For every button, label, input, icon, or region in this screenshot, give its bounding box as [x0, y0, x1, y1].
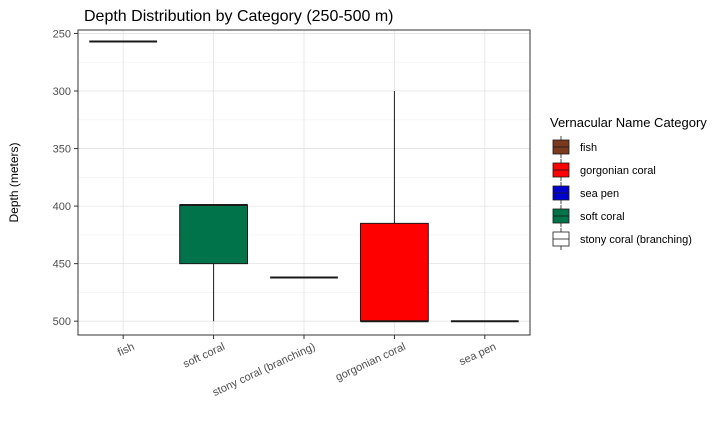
grid	[78, 30, 530, 335]
legend-entry: soft coral	[552, 205, 625, 227]
legend-entry: sea pen	[552, 182, 619, 204]
y-tick-label: 450	[53, 259, 71, 271]
legend-label: fish	[580, 142, 597, 154]
box-soft-coral	[179, 203, 248, 322]
x-tick-label: gorgonian coral	[334, 341, 408, 384]
chart-title: Depth Distribution by Category (250-500 …	[84, 8, 393, 25]
box-gorgonian-coral	[360, 91, 429, 323]
legend-entry: fish	[552, 136, 597, 158]
legend: Vernacular Name Category fish gorgonian c…	[550, 115, 707, 250]
legend-title: Vernacular Name Category	[550, 115, 707, 130]
y-axis-title: Depth (meters)	[7, 142, 21, 222]
legend-entry: stony coral (branching)	[552, 228, 692, 250]
y-tick-label: 250	[53, 28, 71, 40]
x-tick-label: stony coral (branching)	[211, 341, 317, 399]
y-tick-label: 400	[53, 201, 71, 213]
box-body	[360, 222, 429, 322]
legend-label: gorgonian coral	[580, 165, 656, 177]
legend-label: sea pen	[580, 188, 619, 200]
legend-entry: gorgonian coral	[552, 159, 656, 181]
y-tick-label: 300	[53, 86, 71, 98]
boxes	[89, 40, 519, 323]
x-tick-label: fish	[116, 341, 137, 359]
x-tick-label: soft coral	[181, 341, 227, 371]
y-axis-ticks: 250 300 350 400 450 500	[53, 28, 78, 328]
legend-label: stony coral (branching)	[580, 234, 692, 246]
x-tick-label: sea pen	[458, 341, 499, 368]
legend-label: soft coral	[580, 211, 625, 223]
y-tick-label: 500	[53, 316, 71, 328]
box-body	[179, 204, 248, 265]
y-tick-label: 350	[53, 144, 71, 156]
